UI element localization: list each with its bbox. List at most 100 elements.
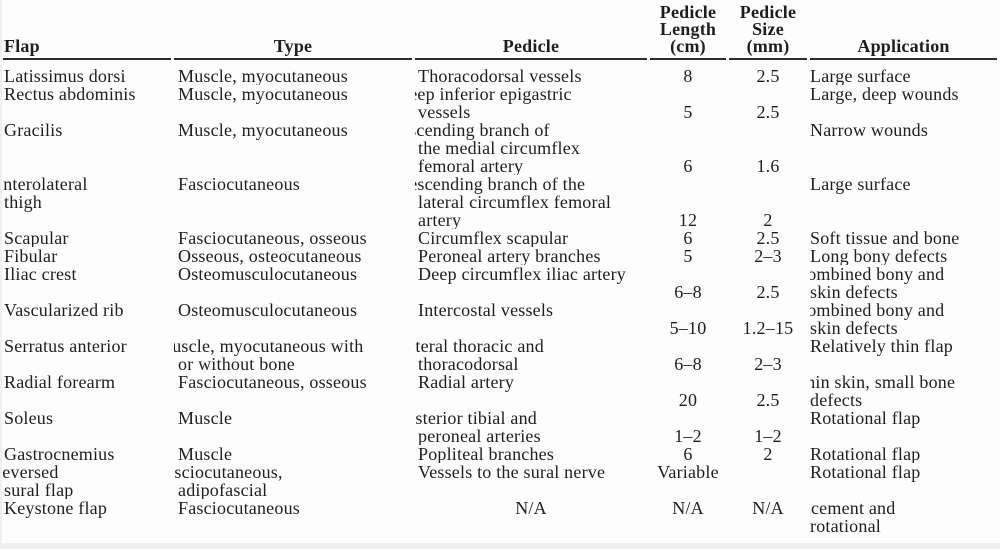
cell-pedicle: Lateral thoracic and thoracodorsal bbox=[415, 337, 544, 373]
cell-type: Fasciocutaneous, adipofascial bbox=[174, 463, 283, 499]
cell-pedicle-length: 12 bbox=[678, 210, 698, 229]
cell-flap: Gracilis bbox=[4, 121, 63, 140]
cell-application: Soft tissue and bone bbox=[810, 229, 960, 247]
cell-application: Large surface bbox=[810, 175, 911, 194]
column-header-pedicle: Pedicle bbox=[415, 0, 647, 60]
cell-type: Muscle, myocutaneous bbox=[178, 66, 348, 85]
cell-pedicle-length: 1–2 bbox=[674, 426, 702, 445]
cell-pedicle-length: 6 bbox=[683, 445, 693, 463]
cell-pedicle-size: 1.2–15 bbox=[742, 318, 794, 337]
cell-pedicle: Deep inferior epigastric vessels bbox=[415, 85, 572, 121]
table-row: Rectus abdominis Muscle, myocutaneous De… bbox=[3, 85, 997, 121]
cell-application: Rotational flap bbox=[810, 445, 921, 463]
cell-pedicle-length: 5–10 bbox=[669, 318, 707, 337]
cell-pedicle-size: 1.6 bbox=[756, 156, 780, 175]
cell-application: Combined bony and skin defects bbox=[810, 301, 945, 337]
cell-pedicle-size: 2.5 bbox=[756, 66, 780, 85]
cell-application: Relatively thin flap bbox=[810, 337, 953, 356]
table-row: Gastrocnemius Muscle Popliteal branches … bbox=[3, 445, 997, 463]
cell-application: Combined bony and skin defects bbox=[810, 265, 945, 301]
cell-application: Advancement and rotational bbox=[810, 499, 896, 535]
cell-pedicle-size: N/A bbox=[752, 499, 784, 518]
cell-type: Osteomusculocutaneous bbox=[178, 301, 358, 320]
cell-type: Fasciocutaneous, osseous bbox=[178, 229, 367, 247]
cell-type: Fasciocutaneous bbox=[178, 499, 300, 518]
cell-pedicle-size: 2–3 bbox=[754, 354, 782, 373]
table-row: Keystone flap Fasciocutaneous N/A N/A N/… bbox=[3, 499, 997, 535]
table-row: Reversed sural flap Fasciocutaneous, adi… bbox=[3, 463, 997, 499]
cell-type: Osteomusculocutaneous bbox=[178, 265, 358, 284]
table-row: Latissimus dorsi Muscle, myocutaneous Th… bbox=[3, 60, 997, 85]
cell-pedicle-size: 1–2 bbox=[754, 426, 782, 445]
cell-pedicle: Radial artery bbox=[418, 373, 515, 392]
cell-application: Thin skin, small bone defects bbox=[810, 373, 956, 409]
cell-pedicle-size: 2.5 bbox=[756, 390, 780, 409]
cell-pedicle-size: 2.5 bbox=[756, 282, 780, 301]
cell-flap: Rectus abdominis bbox=[4, 85, 136, 104]
cell-flap: Anterolateral thigh bbox=[3, 175, 88, 212]
cell-pedicle: Peroneal artery branches bbox=[418, 247, 601, 265]
cell-pedicle-size: 2.5 bbox=[756, 102, 780, 121]
column-header-pedicle-size: Pedicle Size (mm) bbox=[729, 0, 807, 60]
cell-pedicle: N/A bbox=[515, 499, 547, 518]
column-header-type: Type bbox=[174, 0, 412, 60]
cell-application: Rotational flap bbox=[810, 463, 921, 482]
cell-pedicle-length: N/A bbox=[672, 499, 704, 518]
cell-flap: Soleus bbox=[4, 409, 54, 428]
cell-pedicle-size: 2 bbox=[763, 210, 773, 229]
cell-pedicle-size: 2–3 bbox=[754, 247, 782, 265]
cell-pedicle-length: 6–8 bbox=[674, 282, 702, 301]
cell-type: Muscle bbox=[178, 409, 233, 428]
cell-type: Osseous, osteocutaneous bbox=[178, 247, 362, 265]
cell-pedicle: Deep circumflex iliac artery bbox=[418, 265, 626, 284]
cell-pedicle: Ascending branch of the medial circumfle… bbox=[415, 121, 581, 175]
table-row: Gracilis Muscle, myocutaneous Ascending … bbox=[3, 121, 997, 175]
cell-application: Long bony defects bbox=[810, 247, 948, 265]
bottom-edge-strip bbox=[0, 543, 1000, 549]
cell-flap: Reversed sural flap bbox=[3, 463, 74, 499]
cell-pedicle-length: 6 bbox=[683, 229, 693, 247]
cell-pedicle-length: Variable bbox=[657, 463, 719, 482]
cell-type: Muscle, myocutaneous bbox=[178, 85, 348, 104]
cell-pedicle-size: 2 bbox=[763, 445, 773, 463]
table-row: Radial forearm Fasciocutaneous, osseous … bbox=[3, 373, 997, 409]
cell-application: Narrow wounds bbox=[810, 121, 929, 140]
cell-type: Fasciocutaneous, osseous bbox=[178, 373, 367, 392]
cell-flap: Serratus anterior bbox=[4, 337, 127, 356]
cell-pedicle-length: 8 bbox=[683, 66, 693, 85]
header-row: Flap Type Pedicle Pedicle Length (cm) Pe… bbox=[3, 0, 997, 60]
cell-type: Muscle, myocutaneous with or without bon… bbox=[174, 337, 364, 373]
cell-application: Rotational flap bbox=[810, 409, 921, 428]
cell-flap: Scapular bbox=[4, 229, 69, 247]
cell-flap: Latissimus dorsi bbox=[4, 66, 126, 85]
cell-flap: Vascularized rib bbox=[4, 301, 124, 320]
table-row: Fibular Osseous, osteocutaneous Peroneal… bbox=[3, 247, 997, 265]
cell-pedicle-size bbox=[729, 463, 807, 499]
cell-pedicle-length: 6 bbox=[683, 156, 693, 175]
column-header-pedicle-length: Pedicle Length (cm) bbox=[650, 0, 726, 60]
table-row: Scapular Fasciocutaneous, osseous Circum… bbox=[3, 229, 997, 247]
table-body: Latissimus dorsi Muscle, myocutaneous Th… bbox=[3, 60, 997, 535]
cell-pedicle: Thoracodorsal vessels bbox=[418, 66, 582, 85]
cell-pedicle: Vessels to the sural nerve bbox=[418, 463, 606, 482]
column-header-flap: Flap bbox=[3, 0, 171, 60]
column-header-application: Application bbox=[810, 0, 997, 60]
table-header: Flap Type Pedicle Pedicle Length (cm) Pe… bbox=[3, 0, 997, 60]
cell-pedicle: Popliteal branches bbox=[418, 445, 555, 463]
table-row: Iliac crest Osteomusculocutaneous Deep c… bbox=[3, 265, 997, 301]
cell-pedicle-length: 6–8 bbox=[674, 354, 702, 373]
cell-pedicle: Descending branch of the lateral circumf… bbox=[415, 175, 612, 229]
cell-flap: Iliac crest bbox=[4, 265, 77, 284]
left-edge-strip bbox=[0, 0, 2, 549]
cell-pedicle: Intercostal vessels bbox=[418, 301, 554, 320]
table-row: Soleus Muscle Posterior tibial and peron… bbox=[3, 409, 997, 445]
cell-type: Fasciocutaneous bbox=[178, 175, 300, 194]
cell-flap: Fibular bbox=[4, 247, 58, 265]
cell-pedicle: Circumflex scapular bbox=[418, 229, 569, 247]
cell-flap: Keystone flap bbox=[4, 499, 108, 518]
table-row: Vascularized rib Osteomusculocutaneous I… bbox=[3, 301, 997, 337]
table-row: Serratus anterior Muscle, myocutaneous w… bbox=[3, 337, 997, 373]
cell-type: Muscle, myocutaneous bbox=[178, 121, 348, 140]
cell-pedicle-size: 2.5 bbox=[756, 229, 780, 247]
